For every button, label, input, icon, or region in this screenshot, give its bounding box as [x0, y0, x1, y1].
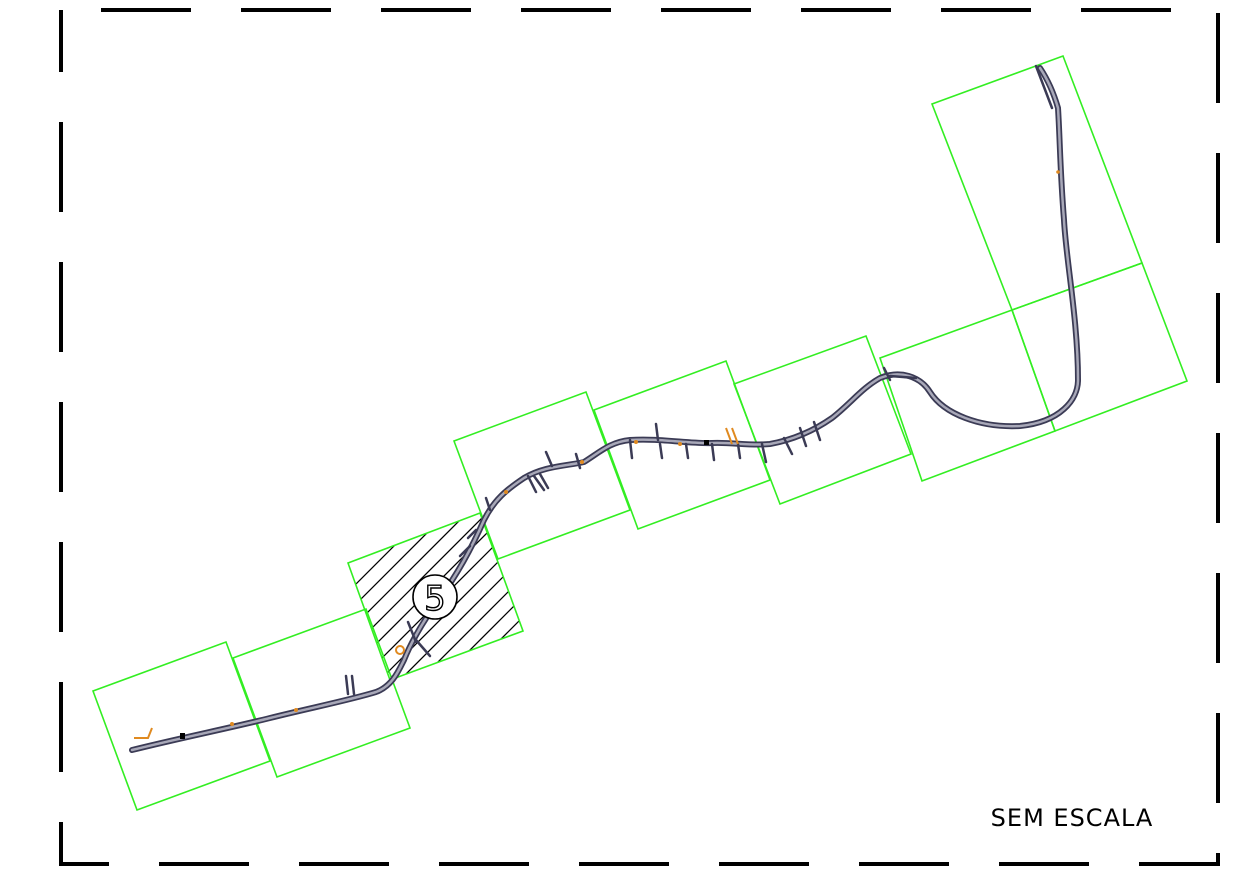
sheet-outline[interactable]: [231, 607, 412, 779]
highlighted-sheet-hatch: [348, 513, 523, 680]
road-features: [134, 170, 1060, 739]
side-street: [538, 472, 550, 490]
feature-mark: [294, 708, 298, 712]
side-street: [344, 674, 350, 696]
feature-mark: [504, 490, 508, 494]
side-street: [484, 496, 492, 512]
side-street: [710, 442, 716, 462]
side-street: [888, 374, 918, 380]
side-streets: [344, 64, 1054, 696]
side-street: [350, 674, 356, 696]
sheet-number-circle: [412, 574, 458, 620]
side-street: [736, 442, 742, 460]
feature-mark: [704, 440, 709, 445]
road-casing: [129, 65, 1081, 753]
side-street: [1034, 64, 1054, 110]
feature-mark: [134, 727, 153, 739]
feature-mark: [580, 460, 584, 464]
side-street: [406, 620, 418, 644]
side-street: [458, 544, 472, 558]
side-street: [798, 426, 808, 448]
side-street: [658, 442, 664, 460]
side-street: [654, 422, 660, 442]
side-street: [532, 474, 546, 492]
side-street: [544, 450, 554, 468]
side-street: [574, 452, 582, 470]
side-street: [760, 442, 768, 464]
side-street: [628, 438, 634, 460]
feature-mark: [634, 440, 638, 444]
sheet-outline[interactable]: [346, 511, 525, 682]
road-alignment: [129, 65, 1081, 753]
sheet-outline[interactable]: [732, 334, 913, 506]
sheet-outline[interactable]: [930, 54, 1144, 312]
side-street: [882, 366, 892, 382]
sheet-number-label: 5: [424, 579, 446, 619]
side-street: [526, 474, 538, 494]
feature-mark: [725, 427, 739, 445]
feature-mark: [395, 645, 405, 655]
side-street: [684, 442, 690, 460]
side-street: [466, 528, 478, 540]
feature-mark: [678, 442, 682, 446]
scale-note: SEM ESCALA: [991, 804, 1154, 832]
road-fill: [130, 66, 1080, 752]
feature-mark: [230, 722, 234, 726]
side-street: [812, 420, 822, 442]
sheet-number-marker[interactable]: 5: [412, 574, 458, 620]
sheet-outline[interactable]: [91, 640, 272, 812]
sheet-outline[interactable]: [1010, 261, 1189, 433]
side-street: [782, 436, 794, 456]
feature-mark: [180, 733, 185, 739]
sheet-grid: [91, 54, 1189, 812]
feature-mark: [1056, 170, 1060, 174]
drawing-frame: [59, 8, 1220, 866]
side-street: [414, 638, 432, 658]
